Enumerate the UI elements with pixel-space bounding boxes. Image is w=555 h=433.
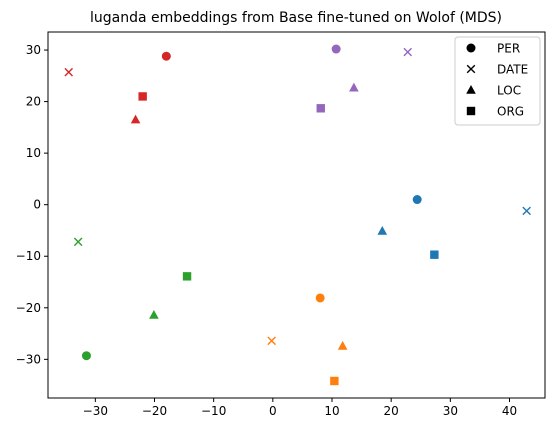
legend-label: DATE <box>497 63 528 77</box>
legend-label: ORG <box>497 105 524 119</box>
data-point-circle <box>331 44 341 54</box>
x-tick-label: −20 <box>142 404 167 418</box>
x-tick-label: −10 <box>201 404 226 418</box>
data-point-square <box>330 376 339 386</box>
data-point-triangle <box>377 225 388 235</box>
data-point-circle <box>161 51 171 61</box>
x-axis-ticks: −30 −20 −10 0 10 20 30 40 <box>83 398 517 418</box>
x-tick-label: 20 <box>384 404 399 418</box>
data-point-square <box>430 250 439 259</box>
y-tick-label: 30 <box>26 43 41 57</box>
y-tick-label: 10 <box>26 146 41 160</box>
y-tick-label: 0 <box>33 198 41 212</box>
data-point-triangle <box>130 114 141 124</box>
data-point-square <box>138 92 147 101</box>
data-point-square <box>182 272 192 281</box>
legend-label: PER <box>497 42 520 56</box>
data-point-circle <box>412 195 422 205</box>
y-tick-label: −10 <box>16 249 41 263</box>
data-point-x <box>267 336 276 346</box>
y-tick-label: −20 <box>16 301 41 315</box>
legend: PER DATE LOC ORG <box>454 36 541 126</box>
plot-area <box>47 31 546 399</box>
data-point-x <box>403 47 413 57</box>
plot-frame <box>47 31 546 399</box>
y-axis-ticks: −30 −20 −10 0 10 20 30 <box>16 43 48 366</box>
y-tick-label: −30 <box>16 352 41 366</box>
legend-label: LOC <box>497 84 521 98</box>
data-point-circle <box>81 351 91 361</box>
data-point-x <box>64 67 74 77</box>
legend-box <box>454 36 541 126</box>
x-tick-label: 0 <box>269 404 277 418</box>
x-tick-label: 10 <box>324 404 339 418</box>
x-tick-label: 40 <box>502 404 517 418</box>
data-point-triangle <box>149 310 159 319</box>
legend-marker-x <box>466 64 476 74</box>
y-tick-label: 20 <box>26 95 41 109</box>
data-point-circle <box>315 293 325 303</box>
data-point-x <box>522 206 531 216</box>
data-point-square <box>316 104 325 113</box>
data-points <box>64 44 531 386</box>
x-tick-label: −30 <box>83 404 108 418</box>
legend-marker-square <box>466 106 476 116</box>
data-point-x <box>73 237 83 247</box>
legend-marker-circle <box>466 43 476 53</box>
legend-marker-triangle <box>466 85 476 94</box>
data-point-triangle <box>349 82 359 92</box>
data-point-triangle <box>337 340 348 350</box>
x-tick-label: 30 <box>443 404 458 418</box>
chart-title: luganda embeddings from Base fine-tuned … <box>90 10 502 26</box>
